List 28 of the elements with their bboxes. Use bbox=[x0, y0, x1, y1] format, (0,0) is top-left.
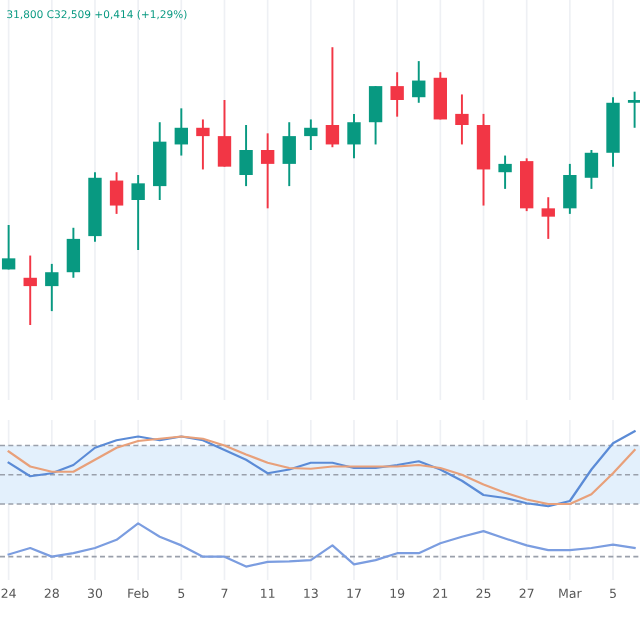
candlestick bbox=[239, 124, 253, 188]
candlestick bbox=[347, 112, 361, 160]
candlestick bbox=[196, 118, 210, 171]
candlestick bbox=[476, 112, 491, 207]
candlestick bbox=[519, 157, 534, 213]
candlestick bbox=[260, 132, 275, 210]
candlestick bbox=[368, 85, 383, 146]
candlestick bbox=[109, 171, 124, 215]
candlestick bbox=[131, 174, 145, 251]
candlestick bbox=[45, 262, 59, 313]
candlestick bbox=[563, 162, 577, 215]
candlestick bbox=[153, 121, 167, 201]
candlestick bbox=[217, 99, 232, 168]
candlestick bbox=[498, 154, 512, 190]
candlestick bbox=[325, 46, 340, 149]
candlestick bbox=[584, 149, 599, 190]
candlestick bbox=[282, 121, 296, 188]
candlestick bbox=[304, 118, 318, 151]
candlestick bbox=[174, 107, 189, 157]
candlestick bbox=[390, 71, 404, 118]
candlestick bbox=[66, 226, 81, 279]
candlestick bbox=[455, 93, 469, 146]
candlestick bbox=[412, 60, 426, 104]
candlestick bbox=[541, 196, 555, 240]
candlestick bbox=[23, 254, 37, 326]
candlestick bbox=[433, 71, 448, 121]
candlestick bbox=[1, 224, 16, 271]
candlestick bbox=[627, 90, 640, 129]
